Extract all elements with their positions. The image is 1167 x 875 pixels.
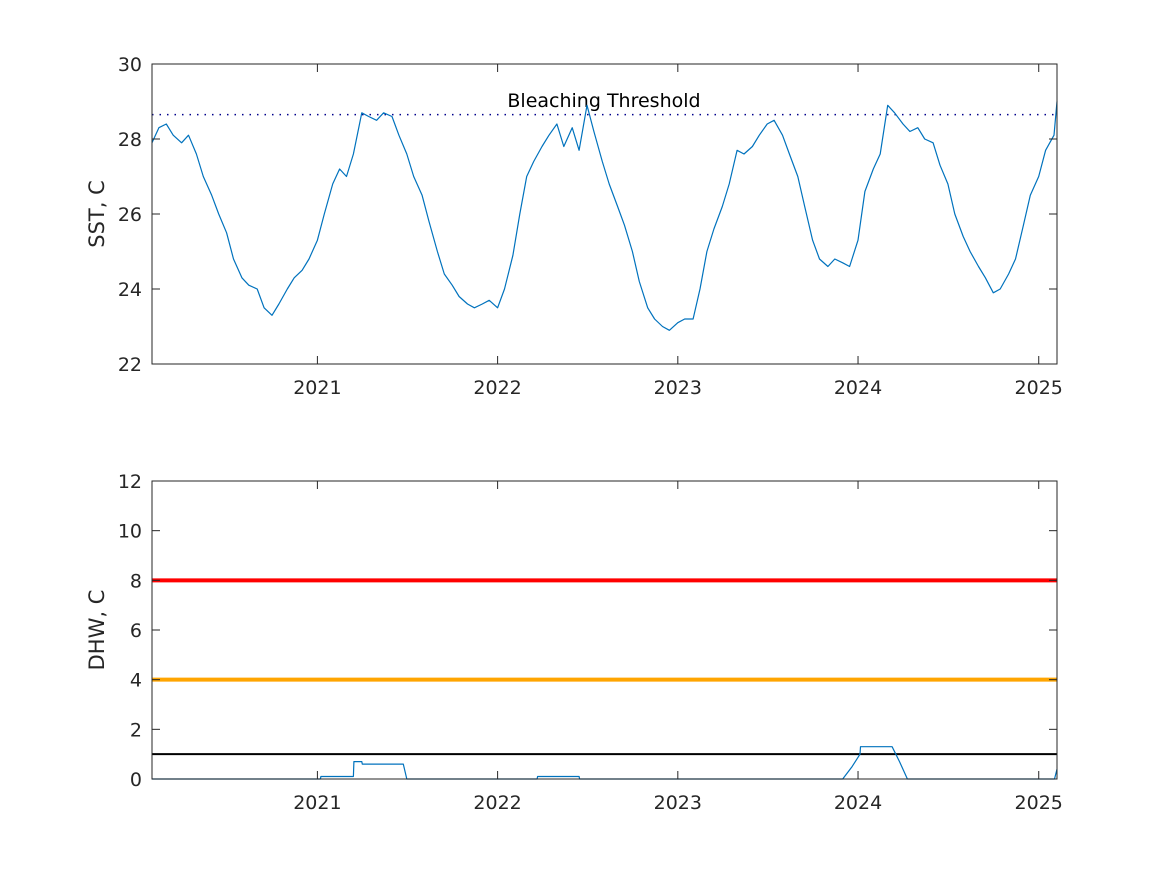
dhw-y-tick-label: 10: [118, 521, 142, 543]
sst-y-tick-label: 24: [118, 279, 142, 301]
dhw-y-tick-label: 8: [130, 570, 142, 592]
dhw-x-tick-label: 2022: [473, 792, 521, 814]
dhw-y-tick-label: 6: [130, 620, 142, 642]
sst-y-tick-label: 26: [118, 204, 142, 226]
sst-y-tick-label: 22: [118, 354, 142, 376]
sst-y-tick-label: 28: [118, 129, 142, 151]
sst-y-axis-label: SST, C: [85, 180, 109, 248]
sst-axes-box: [151, 63, 1058, 365]
dhw-x-ticks: 2021 2022 2023 2024 2025: [293, 481, 1063, 814]
dhw-y-tick-label: 12: [118, 471, 142, 493]
dhw-series-line: [152, 746, 1058, 780]
sst-series-line: [151, 101, 1058, 331]
dhw-y-tick-label: 2: [130, 719, 142, 741]
sst-x-tick-label: 2023: [654, 377, 702, 399]
sst-x-tick-label: 2021: [293, 377, 341, 399]
dhw-y-axis-label: DHW, C: [85, 590, 109, 671]
dhw-x-tick-label: 2025: [1015, 792, 1063, 814]
sst-x-tick-label: 2024: [834, 377, 882, 399]
sst-y-tick-label: 30: [118, 54, 142, 76]
dhw-x-tick-label: 2024: [834, 792, 882, 814]
dhw-x-tick-label: 2023: [654, 792, 702, 814]
dhw-plot-area: [152, 481, 1057, 779]
bleaching-threshold-label: Bleaching Threshold: [507, 90, 700, 112]
dhw-y-tick-label: 4: [130, 670, 142, 692]
sst-x-ticks: 2021 2022 2023 2024 2025: [293, 64, 1063, 399]
dhw-panel: 2021 2022 2023 2024 2025 0 2 4 6 8 10 12 DHW, C: [85, 471, 1063, 814]
sst-x-tick-label: 2025: [1015, 377, 1063, 399]
dhw-y-ticks: 0 2 4 6 8 10 12: [118, 471, 1057, 791]
dhw-reference-lines: [152, 578, 1057, 756]
sst-panel: Bleaching Threshold 2021 2022 2023 2024 2025…: [85, 54, 1063, 399]
dhw-x-tick-label: 2021: [293, 792, 341, 814]
sst-x-tick-label: 2022: [473, 377, 521, 399]
dhw-y-tick-label: 0: [130, 769, 142, 791]
dhw-axes-box: [151, 480, 1058, 780]
